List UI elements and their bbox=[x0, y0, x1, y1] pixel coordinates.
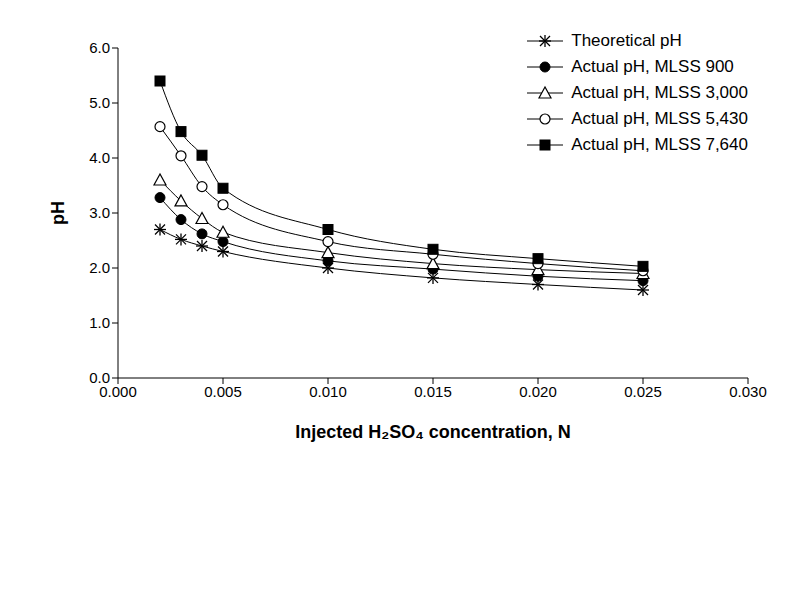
html-text:Actual pH, MLSS 7,640: Actual pH, MLSS 7,640 bbox=[571, 135, 748, 154]
svg-text:4.0: 4.0 bbox=[89, 149, 110, 166]
svg-text:0.030: 0.030 bbox=[729, 383, 767, 400]
svg-text:1.0: 1.0 bbox=[89, 314, 110, 331]
html-text:Actual pH, MLSS 5,430: Actual pH, MLSS 5,430 bbox=[571, 109, 748, 128]
html-text:Actual pH, MLSS 3,000: Actual pH, MLSS 3,000 bbox=[571, 83, 748, 102]
svg-text:0.020: 0.020 bbox=[519, 383, 557, 400]
svg-text:2.0: 2.0 bbox=[89, 259, 110, 276]
svg-text:0.000: 0.000 bbox=[99, 382, 137, 400]
svg-text:0.0: 0.0 bbox=[89, 369, 110, 386]
html-text:Theoretical pH: Theoretical pH bbox=[571, 31, 682, 50]
svg-text:0.025: 0.025 bbox=[624, 383, 662, 400]
svg-text:3.0: 3.0 bbox=[89, 204, 110, 221]
svg-text:5.0: 5.0 bbox=[89, 94, 110, 111]
svg-text:0.010: 0.010 bbox=[309, 383, 347, 400]
svg-text:Injected H₂SO₄ concentration,: Injected H₂SO₄ concentration, N bbox=[295, 422, 571, 442]
html-text:Actual pH, MLSS 900: Actual pH, MLSS 900 bbox=[571, 57, 734, 76]
svg-text:6.0: 6.0 bbox=[89, 39, 110, 56]
svg-text:0.005: 0.005 bbox=[204, 383, 242, 400]
svg-text:0.015: 0.015 bbox=[414, 383, 452, 400]
svg-text:pH: pH bbox=[48, 201, 68, 225]
